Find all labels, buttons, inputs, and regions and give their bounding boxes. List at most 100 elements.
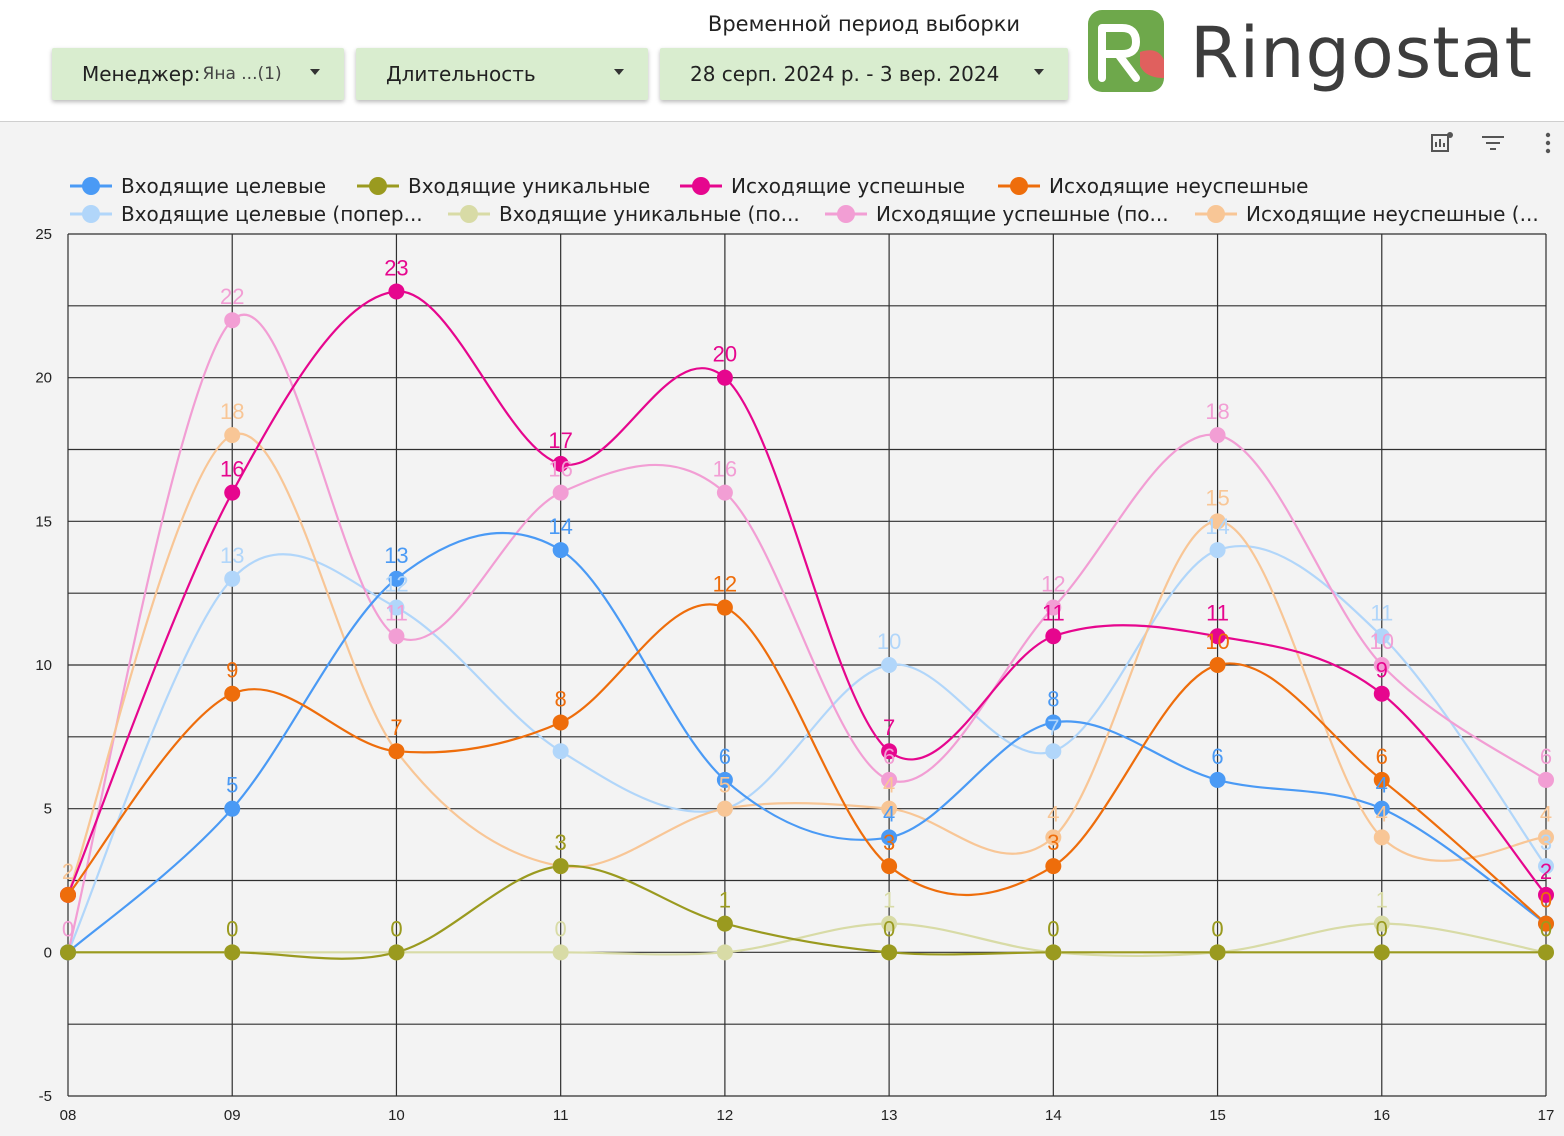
data-point[interactable]: [1209, 944, 1226, 961]
legend-entry-label[interactable]: Входящие уникальные: [408, 174, 650, 198]
x-tick-label: 10: [388, 1107, 405, 1124]
data-label: 10: [1205, 629, 1229, 654]
data-point[interactable]: [552, 542, 569, 559]
data-point[interactable]: [1045, 858, 1062, 875]
data-point[interactable]: [388, 628, 405, 645]
data-point[interactable]: [552, 484, 569, 501]
data-point[interactable]: [1538, 771, 1554, 788]
data-point[interactable]: [881, 771, 898, 788]
legend-entry-label[interactable]: Исходящие неуспешные (...: [1246, 202, 1539, 226]
data-point[interactable]: [716, 915, 733, 932]
data-point[interactable]: [716, 800, 733, 817]
duration-filter[interactable]: Длительность: [356, 48, 648, 100]
legend-entry-label[interactable]: Исходящие успешные: [731, 174, 965, 198]
data-point[interactable]: [224, 427, 241, 444]
data-point[interactable]: [388, 944, 405, 961]
data-point[interactable]: [552, 714, 569, 731]
data-point[interactable]: [1045, 829, 1062, 846]
legend-entry-label[interactable]: Входящие целевые: [121, 174, 326, 198]
data-point[interactable]: [552, 858, 569, 875]
data-label: 4: [883, 801, 895, 826]
data-point[interactable]: [881, 944, 898, 961]
chart-settings-icon[interactable]: [1428, 130, 1458, 156]
legend-swatch-dot[interactable]: [460, 205, 478, 223]
data-point[interactable]: [388, 283, 405, 300]
legend-swatch-dot[interactable]: [837, 205, 855, 223]
data-point[interactable]: [1373, 800, 1390, 817]
data-point[interactable]: [224, 685, 241, 702]
data-point[interactable]: [1045, 944, 1062, 961]
data-point[interactable]: [1045, 628, 1062, 645]
data-point[interactable]: [716, 944, 733, 961]
data-label: 0: [62, 916, 74, 941]
legend-swatch-dot[interactable]: [1010, 177, 1028, 195]
y-tick-label: 15: [35, 513, 52, 530]
data-point[interactable]: [1209, 771, 1226, 788]
data-label: 6: [1211, 744, 1223, 769]
data-point[interactable]: [881, 858, 898, 875]
data-point[interactable]: [1373, 685, 1390, 702]
data-point[interactable]: [1373, 829, 1390, 846]
data-point[interactable]: [1209, 628, 1226, 645]
data-point[interactable]: [224, 944, 241, 961]
legend-swatch-dot[interactable]: [692, 177, 710, 195]
data-point[interactable]: [1045, 743, 1062, 760]
data-point[interactable]: [1538, 886, 1554, 903]
data-point[interactable]: [388, 570, 405, 587]
data-point[interactable]: [716, 771, 733, 788]
data-point[interactable]: [60, 886, 76, 903]
data-point[interactable]: [1209, 513, 1226, 530]
data-point[interactable]: [552, 944, 569, 961]
data-label: 12: [384, 572, 408, 597]
legend-swatch-dot[interactable]: [82, 177, 100, 195]
data-point[interactable]: [1045, 599, 1062, 616]
data-point[interactable]: [881, 743, 898, 760]
x-tick-label: 14: [1045, 1107, 1062, 1124]
legend-swatch-dot[interactable]: [82, 205, 100, 223]
y-tick-label: -5: [39, 1088, 52, 1105]
data-point[interactable]: [388, 743, 405, 760]
filter-icon[interactable]: [1478, 130, 1508, 156]
legend-swatch-dot[interactable]: [1207, 205, 1225, 223]
data-point[interactable]: [552, 455, 569, 472]
data-point[interactable]: [1538, 944, 1554, 961]
data-label: 0: [1376, 916, 1388, 941]
data-label: 0: [1540, 916, 1552, 941]
data-point[interactable]: [224, 484, 241, 501]
data-point[interactable]: [1045, 714, 1062, 731]
legend-entry-label[interactable]: Входящие целевые (попер...: [121, 202, 423, 226]
data-point[interactable]: [881, 829, 898, 846]
data-point[interactable]: [552, 743, 569, 760]
data-point[interactable]: [1373, 944, 1390, 961]
data-point[interactable]: [1209, 657, 1226, 673]
manager-filter[interactable]: Менеджер: Яна ...(1): [52, 48, 344, 100]
data-point[interactable]: [716, 369, 733, 386]
data-point[interactable]: [881, 915, 898, 932]
data-point[interactable]: [388, 599, 405, 616]
data-point[interactable]: [716, 599, 733, 616]
data-label: 2: [1540, 859, 1552, 884]
data-point[interactable]: [224, 800, 241, 817]
data-point[interactable]: [1538, 829, 1554, 846]
data-point[interactable]: [1373, 657, 1390, 673]
data-point[interactable]: [1373, 771, 1390, 788]
data-point[interactable]: [60, 944, 76, 961]
data-point[interactable]: [224, 312, 241, 329]
data-point[interactable]: [881, 657, 898, 673]
legend-entry-label[interactable]: Исходящие неуспешные: [1049, 174, 1308, 198]
data-point[interactable]: [1538, 915, 1554, 932]
data-point[interactable]: [1538, 858, 1554, 875]
legend-entry-label[interactable]: Исходящие успешные (по...: [876, 202, 1169, 226]
data-point[interactable]: [1209, 427, 1226, 444]
data-point[interactable]: [716, 484, 733, 501]
more-vert-icon[interactable]: [1534, 130, 1564, 156]
data-point[interactable]: [1373, 915, 1390, 932]
date-range-filter[interactable]: 28 серп. 2024 р. - 3 вер. 2024: [660, 48, 1068, 100]
data-point[interactable]: [1373, 628, 1390, 645]
data-point[interactable]: [224, 570, 241, 587]
chevron-down-icon: [614, 69, 624, 75]
data-point[interactable]: [881, 800, 898, 817]
legend-swatch-dot[interactable]: [369, 177, 387, 195]
data-point[interactable]: [1209, 542, 1226, 559]
legend-entry-label[interactable]: Входящие уникальные (по...: [499, 202, 800, 226]
